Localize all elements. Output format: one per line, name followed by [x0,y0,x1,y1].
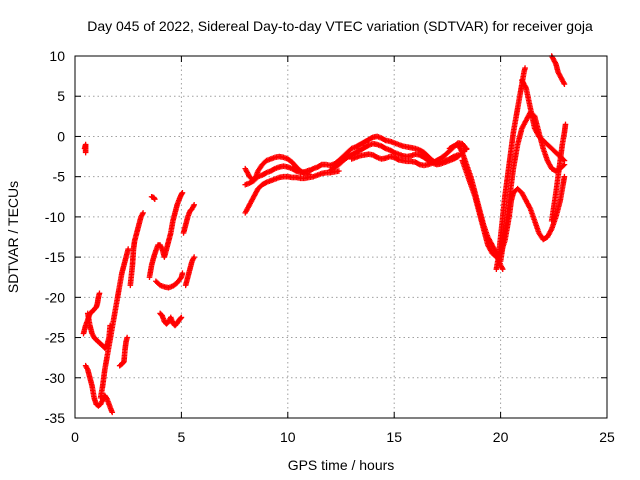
series-arc-16 [242,168,342,216]
series-arc-22 [493,65,528,272]
series-arc-05 [97,246,131,401]
x-tick-label: 25 [599,429,615,445]
data-point [336,168,342,174]
data-point [462,145,469,151]
series-arc-26 [548,53,568,87]
y-tick-label: -25 [45,330,65,346]
data-point [125,246,131,252]
data-point [82,149,89,156]
data-point [179,270,186,276]
data-point [177,315,184,322]
y-tick-label: -15 [45,249,65,265]
x-tick-label: 5 [178,429,186,445]
series-arc-17 [306,133,461,174]
data-point [191,254,197,260]
data-point [499,266,506,272]
data-point [109,409,116,416]
y-tick-label: 5 [57,88,65,104]
series-arc-13 [180,202,197,236]
data-point [561,173,568,180]
chart-title: Day 045 of 2022, Sidereal Day-to-day VTE… [87,18,593,34]
x-tick-label: 20 [493,429,509,445]
series-arc-09 [146,189,186,281]
series-arc-19 [348,140,470,169]
series-arc-07 [127,210,146,289]
series-arc-15 [242,163,312,188]
axes-ticks: 0 5 10 15 20 25 -35 -30 -25 -20 -15 -10 -5 0 5 10 [45,48,615,445]
data-point [562,121,569,128]
y-tick-label: -20 [45,289,65,305]
data-point [561,81,568,87]
data-point [463,146,470,153]
y-tick-label: -5 [53,169,66,185]
series-arc-03 [82,362,116,416]
series-arc-27 [548,121,569,224]
x-axis-label: GPS time / hours [288,457,395,473]
data-point [124,334,130,341]
y-axis-label: SDTVAR / TECUs [5,181,21,293]
data-point [178,314,185,321]
series-arc-25 [519,77,568,164]
y-tick-label: -35 [45,410,65,426]
x-tick-label: 10 [280,429,296,445]
y-tick-label: -30 [45,370,65,386]
data-point [179,189,186,196]
x-tick-label: 15 [386,429,402,445]
data-points [80,53,569,416]
series-arc-11 [157,310,185,329]
plot-frame [74,55,608,419]
data-point [191,202,197,208]
y-tick-label: -10 [45,209,65,225]
series-arc-01 [81,141,89,156]
data-point [522,65,528,71]
data-point [96,290,103,297]
data-point [140,210,146,216]
data-point [152,196,158,202]
series-arc-24 [497,109,568,264]
series-arc-08 [148,193,158,202]
y-tick-label: 10 [49,48,65,64]
series-arc-06 [116,334,130,369]
series-arc-14 [242,153,312,184]
series-arc-12 [182,254,197,289]
grid [75,56,607,418]
x-tick-label: 0 [71,429,79,445]
series-arc-10 [153,270,186,291]
y-tick-label: 0 [57,128,65,144]
